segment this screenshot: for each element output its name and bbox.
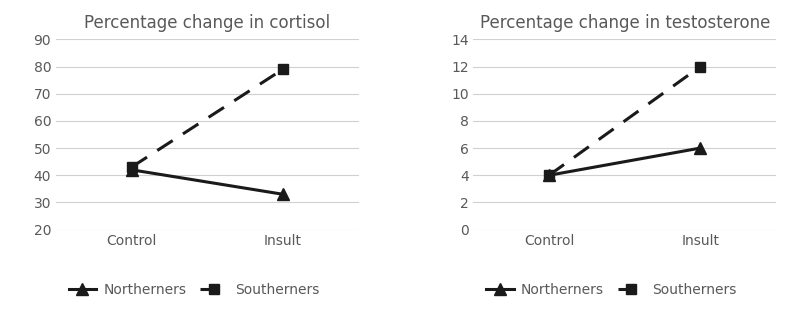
Legend: Northerners, Southerners: Northerners, Southerners <box>481 277 742 302</box>
Title: Percentage change in testosterone: Percentage change in testosterone <box>479 14 770 32</box>
Title: Percentage change in cortisol: Percentage change in cortisol <box>84 14 330 32</box>
Legend: Northerners, Southerners: Northerners, Southerners <box>63 277 325 302</box>
